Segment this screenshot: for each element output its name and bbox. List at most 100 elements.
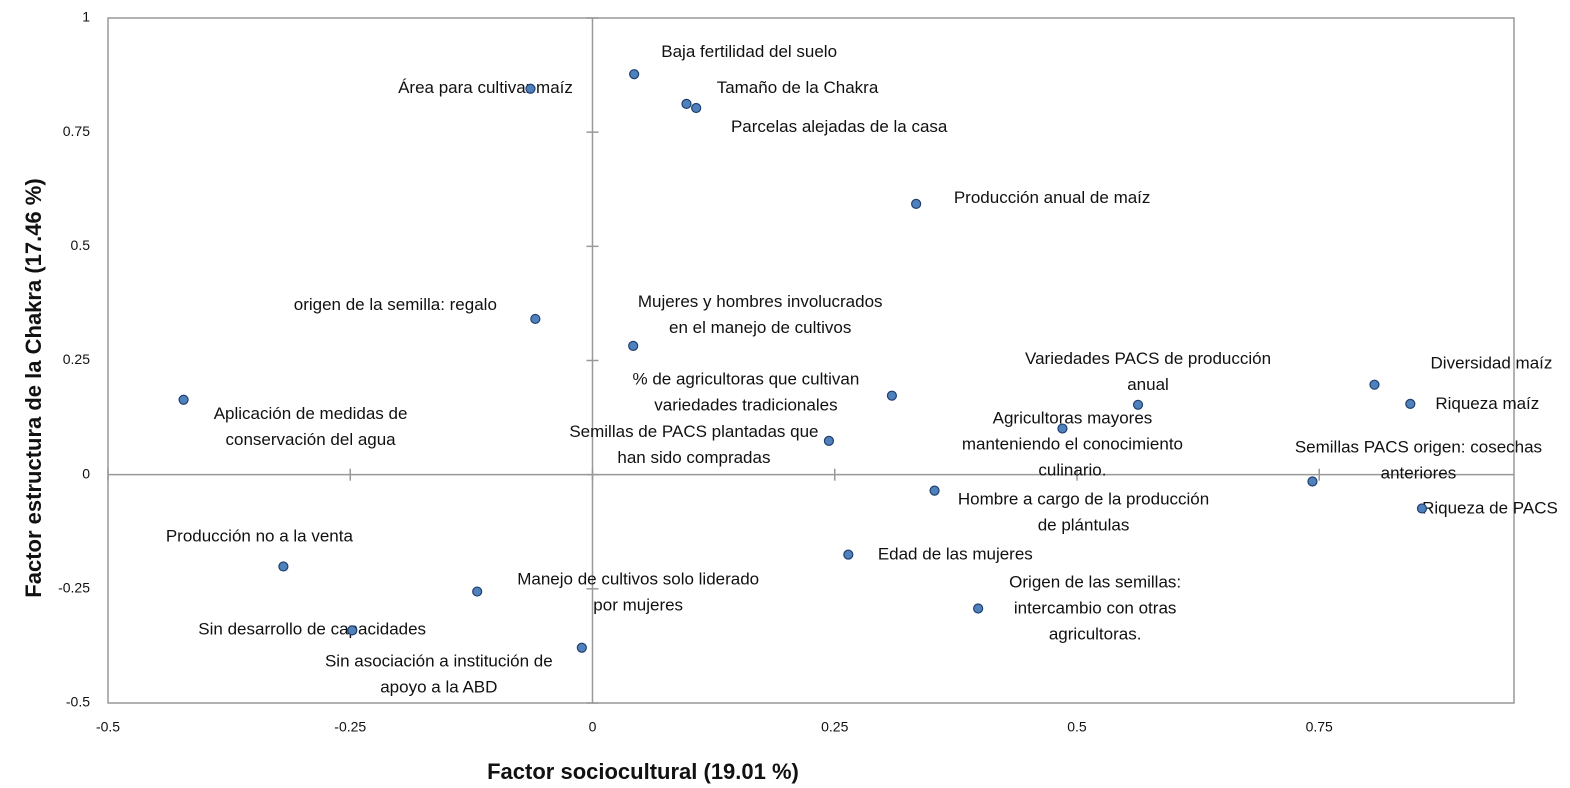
point-label-line: Riqueza maíz	[1435, 394, 1539, 413]
point-label-line: % de agricultoras que cultivan	[633, 370, 860, 389]
x-tick-label: 0.75	[1306, 719, 1333, 735]
point	[530, 313, 541, 325]
y-tick-label: -0.5	[66, 694, 90, 710]
point-label-line: Variedades PACS de producción	[1025, 349, 1271, 368]
point	[843, 549, 854, 560]
point	[1369, 379, 1380, 390]
point-label-line: Mujeres y hombres involucrados	[638, 292, 883, 311]
point-label: % de agricultoras que cultivan variedades…	[633, 370, 860, 415]
point-label-line: Tamaño de la Chakra	[717, 78, 879, 97]
point	[278, 561, 289, 572]
point-label-line: intercambio con otras	[1014, 599, 1177, 618]
point-label-line: Hombre a cargo de la producción	[958, 490, 1209, 509]
y-tick-label: -0.25	[58, 580, 90, 596]
point-label: Origen de las semillas: intercambio con o…	[1009, 573, 1181, 644]
point-label: Hombre a cargo de la producción de plántu…	[958, 490, 1209, 535]
point-label-line: Semillas PACS origen: cosechas	[1295, 438, 1542, 457]
point-label-line: Riqueza de PACS	[1422, 499, 1558, 518]
point-label: Manejo de cultivos solo liderado por muje…	[517, 570, 759, 615]
y-tick-label: 1	[82, 9, 90, 25]
point-label: Semillas de PACS plantadas que han sido c…	[569, 422, 818, 467]
point-label-line: Producción no a la venta	[166, 527, 354, 546]
point-label: Parcelas alejadas de la casa	[731, 117, 948, 136]
point	[1307, 476, 1318, 487]
point-label-line: conservación del agua	[226, 430, 397, 449]
x-axis-title: Factor sociocultural (19.01 %)	[487, 759, 799, 784]
point	[1132, 399, 1144, 410]
point-label: Diversidad maíz	[1431, 354, 1553, 373]
point-label-line: apoyo a la ABD	[380, 678, 497, 697]
point-label-line: han sido compradas	[617, 448, 770, 467]
point-label: Variedades PACS de producción anual	[1025, 349, 1271, 394]
point	[628, 340, 639, 351]
point-label-line: Agricultoras mayores	[993, 409, 1153, 428]
point-label-line: Sin asociación a institución de	[325, 652, 553, 671]
point	[681, 98, 692, 109]
point-label-line: Producción anual de maíz	[954, 188, 1151, 207]
y-tick-label: 0.5	[71, 237, 91, 253]
x-tick-label: -0.25	[334, 719, 366, 735]
point-label-line: Origen de las semillas:	[1009, 573, 1181, 592]
point	[525, 83, 536, 94]
point	[347, 625, 358, 636]
point-label-line: Manejo de cultivos solo liderado	[517, 570, 759, 589]
point-label: Baja fertilidad del suelo	[661, 43, 837, 62]
point	[886, 390, 898, 401]
point-label-line: Aplicación de medidas de	[214, 404, 408, 423]
point-label-line: culinario.	[1038, 461, 1106, 480]
point	[1416, 503, 1428, 514]
x-tick-label: 0.25	[821, 719, 848, 735]
point	[1405, 398, 1416, 409]
point-label: Mujeres y hombres involucrados en el mane…	[638, 292, 883, 337]
point-label-line: Sin desarrollo de capacidades	[198, 620, 426, 639]
point-label: Edad de las mujeres	[878, 545, 1033, 564]
point	[929, 485, 940, 496]
point-label-line: origen de la semilla: regalo	[294, 295, 497, 314]
point-label: Sin asociación a institución de apoyo a l…	[325, 652, 553, 697]
point	[576, 642, 587, 653]
point-label-line: de plántulas	[1038, 516, 1130, 535]
point-label-line: por mujeres	[593, 596, 683, 615]
point-label: Semillas PACS origen: cosechas anteriores	[1295, 438, 1542, 483]
point-label: Producción no a la venta	[166, 527, 354, 546]
point-label-line: Baja fertilidad del suelo	[661, 43, 837, 62]
point-label-line: Diversidad maíz	[1431, 354, 1553, 373]
point-label: Riqueza de PACS	[1422, 499, 1558, 518]
point	[178, 394, 189, 405]
point	[691, 102, 702, 114]
point	[1057, 423, 1068, 434]
point-label-line: anual	[1127, 375, 1169, 394]
point-label-line: anteriores	[1381, 464, 1457, 483]
x-tick-label: 0.5	[1067, 719, 1087, 735]
y-tick-label: 0.25	[63, 351, 90, 367]
point-label-line: Parcelas alejadas de la casa	[731, 117, 948, 136]
point	[911, 198, 922, 209]
point-label-line: Edad de las mujeres	[878, 545, 1033, 564]
point-label-line: agricultoras.	[1049, 625, 1142, 644]
point	[823, 435, 835, 446]
point-label-line: variedades tradicionales	[654, 396, 837, 415]
point-label: Riqueza maíz	[1435, 394, 1539, 413]
point-label: Producción anual de maíz	[954, 188, 1151, 207]
y-tick-label: 0.75	[63, 123, 90, 139]
point-label: Tamaño de la Chakra	[717, 78, 879, 97]
x-tick-label: 0	[589, 719, 597, 735]
point-label-line: manteniendo el conocimiento	[962, 435, 1183, 454]
y-axis-title: Factor estructura de la Chakra (17.46 %)	[21, 178, 46, 597]
point-label: Aplicación de medidas de conservación del…	[214, 404, 408, 449]
point-label: Sin desarrollo de capacidades	[198, 620, 426, 639]
point-label: origen de la semilla: regalo	[294, 295, 497, 314]
point	[973, 603, 984, 614]
point-label-line: Semillas de PACS plantadas que	[569, 422, 818, 441]
point-label-line: Área para cultivar maíz	[398, 78, 573, 97]
point-label: Área para cultivar maíz	[398, 78, 573, 97]
point	[629, 69, 640, 80]
x-tick-label: -0.5	[96, 719, 120, 735]
y-tick-label: 0	[82, 465, 90, 481]
point-label: Agricultoras mayores manteniendo el conoc…	[962, 409, 1183, 480]
point-label-line: en el manejo de cultivos	[669, 318, 851, 337]
point	[472, 586, 483, 597]
plot-frame	[107, 17, 1515, 704]
